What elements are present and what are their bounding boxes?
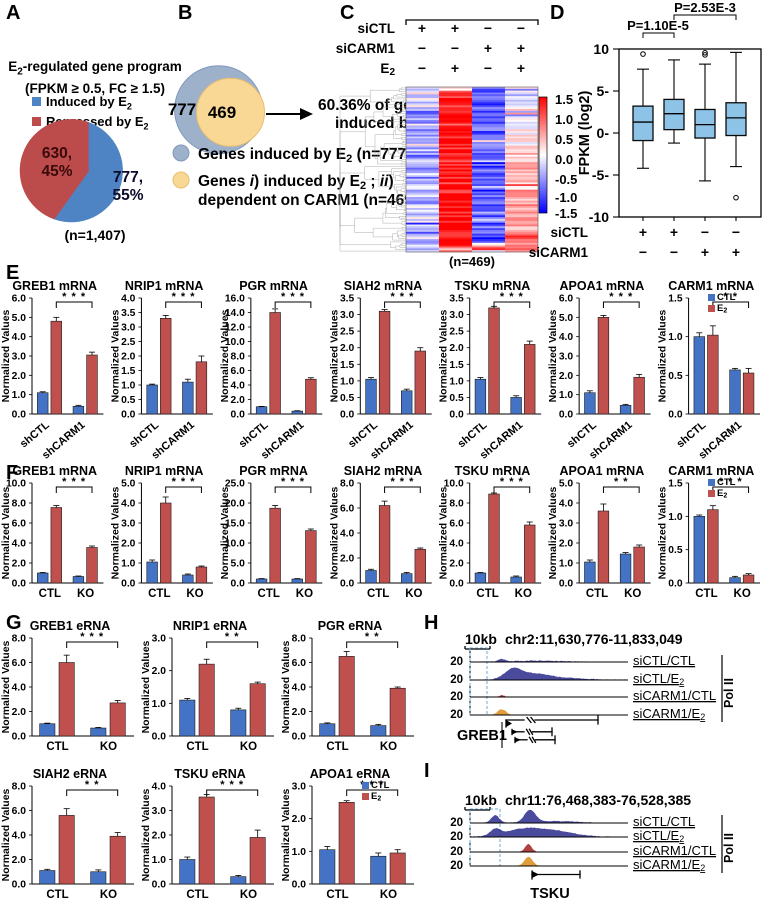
svg-text:Pol II: Pol II (722, 833, 736, 863)
svg-text:20: 20 (450, 817, 463, 829)
svg-text:siCTL/CTL: siCTL/CTL (633, 814, 695, 829)
svg-text:20: 20 (450, 846, 463, 858)
svg-text:siCARM1/E2: siCARM1/E2 (633, 857, 705, 873)
svg-text:siCARM1/CTL: siCARM1/CTL (633, 843, 716, 858)
svg-text:chr11:76,468,383-76,528,385: chr11:76,468,383-76,528,385 (505, 792, 691, 808)
svg-text:20: 20 (450, 831, 463, 843)
svg-text:siCTL/E2: siCTL/E2 (633, 828, 684, 844)
svg-text:TSKU: TSKU (530, 886, 569, 902)
svg-text:20: 20 (450, 860, 463, 872)
svg-text:10kb: 10kb (465, 792, 497, 808)
